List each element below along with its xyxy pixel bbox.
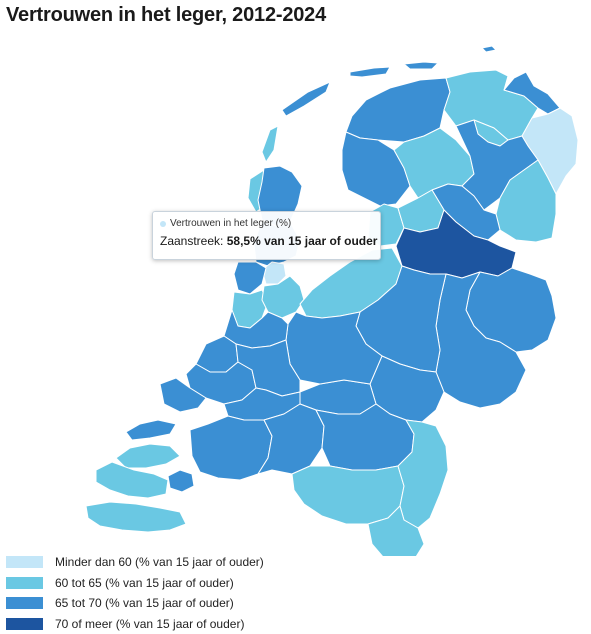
region-ameland[interactable] [350, 67, 390, 77]
legend-label: 60 tot 65 (% van 15 jaar of ouder) [55, 576, 234, 590]
netherlands-choropleth-map [0, 36, 591, 556]
region-schiermonnikoog[interactable] [404, 62, 438, 69]
legend-swatch [6, 577, 43, 589]
legend-item-65-tot-70[interactable]: 65 tot 70 (% van 15 jaar of ouder) [6, 593, 264, 614]
region-schouwen[interactable] [116, 444, 180, 468]
region-zuidwest-friesland[interactable] [342, 132, 410, 206]
region-zuidoost-brabant[interactable] [292, 466, 404, 524]
tooltip-series-dot-icon [160, 221, 166, 227]
legend-label: Minder dan 60 (% van 15 jaar of ouder) [55, 555, 264, 569]
legend-label: 65 tot 70 (% van 15 jaar of ouder) [55, 596, 234, 610]
legend-item-minder-dan-60[interactable]: Minder dan 60 (% van 15 jaar of ouder) [6, 552, 264, 573]
region-rottum[interactable] [482, 46, 496, 52]
legend-swatch [6, 556, 43, 568]
map-title: Vertrouwen in het leger, 2012-2024 [6, 4, 326, 27]
legend-swatch [6, 597, 43, 609]
region-goeree[interactable] [126, 420, 176, 440]
region-terschelling[interactable] [282, 82, 330, 116]
legend-label: 70 of meer (% van 15 jaar of ouder) [55, 617, 244, 631]
tooltip-value: 58,5% van 15 jaar of ouder [227, 234, 378, 248]
region-zeeuws-vlaanderen[interactable] [86, 502, 186, 532]
tooltip-series-label: Vertrouwen in het leger (%) [170, 218, 291, 229]
region-vlieland[interactable] [262, 126, 278, 162]
legend-item-70-of-meer[interactable]: 70 of meer (% van 15 jaar of ouder) [6, 614, 264, 634]
tooltip-region-name: Zaanstreek: [160, 234, 223, 248]
legend-item-60-tot-65[interactable]: 60 tot 65 (% van 15 jaar of ouder) [6, 573, 264, 594]
region-ijmond[interactable] [234, 262, 266, 294]
region-tooltip: Vertrouwen in het leger (%) Zaanstreek: … [152, 211, 381, 260]
map-legend: Minder dan 60 (% van 15 jaar of ouder) 6… [6, 552, 264, 634]
region-tholen[interactable] [168, 470, 194, 492]
legend-swatch [6, 618, 43, 630]
